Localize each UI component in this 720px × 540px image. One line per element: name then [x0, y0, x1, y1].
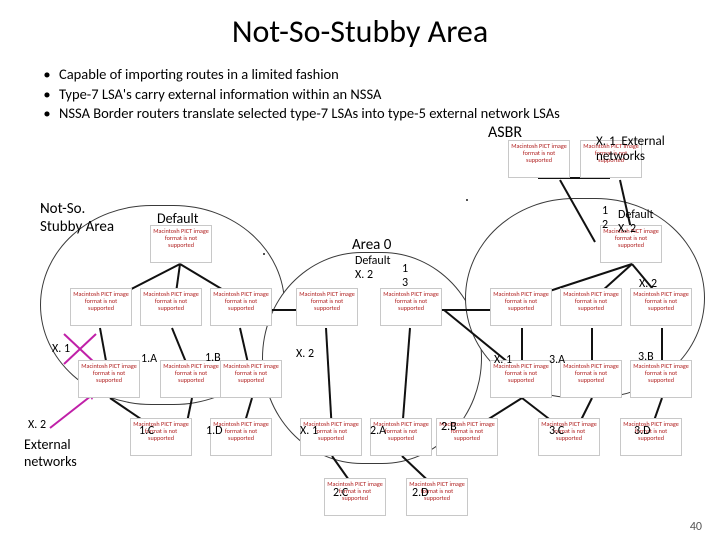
- label-2b: 2.B: [441, 420, 457, 434]
- image-placeholder: Macintosh PICT image format is not suppo…: [560, 288, 622, 326]
- label-x1-right: X. 1: [494, 353, 512, 367]
- label-external-left: External networks: [24, 436, 77, 470]
- bullet-list: •Capable of importing routes in a limite…: [35, 65, 560, 124]
- label-area0-sub: Default X. 2: [355, 254, 391, 282]
- image-placeholder: Macintosh PICT image format is not suppo…: [150, 225, 212, 263]
- image-placeholder: Macintosh PICT image format is not suppo…: [620, 418, 682, 456]
- label-2d: 2.D: [412, 486, 429, 500]
- image-placeholder: Macintosh PICT image format is not suppo…: [538, 418, 600, 456]
- image-placeholder: Macintosh PICT image format is not suppo…: [296, 288, 358, 326]
- label-3d: 3.D: [634, 424, 651, 438]
- image-placeholder: Macintosh PICT image format is not suppo…: [160, 360, 222, 398]
- bullet-2: Type-7 LSA's carry external information …: [59, 85, 381, 105]
- label-right-def: Default X. 2: [618, 208, 654, 236]
- label-1b: 1.B: [205, 351, 221, 365]
- label-x2-right: X. 2: [639, 277, 657, 291]
- image-placeholder: Macintosh PICT image format is not suppo…: [490, 288, 552, 326]
- page-title: Not-So-Stubby Area: [0, 12, 720, 51]
- label-external-top: X. 1 External networks: [596, 134, 665, 164]
- label-2c: 2.C: [333, 486, 348, 500]
- image-placeholder: Macintosh PICT image format is not suppo…: [140, 288, 202, 326]
- image-placeholder: Macintosh PICT image format is not suppo…: [380, 288, 442, 326]
- image-placeholder: Macintosh PICT image format is not suppo…: [210, 288, 272, 326]
- image-placeholder: Macintosh PICT image format is not suppo…: [630, 288, 692, 326]
- label-area0-13: 1 3: [402, 262, 408, 290]
- label-3c: 3.C: [549, 424, 564, 438]
- label-default-left: Default: [157, 210, 198, 227]
- label-2a: 2.A: [370, 424, 386, 438]
- label-asbr: ASBR: [488, 123, 522, 142]
- image-placeholder: Macintosh PICT image format is not suppo…: [508, 140, 570, 178]
- image-placeholder: Macintosh PICT image format is not suppo…: [630, 360, 692, 398]
- label-nssa: Not-So. Stubby Area: [40, 200, 114, 236]
- label-x2-leftlow: X. 2: [28, 418, 46, 432]
- image-placeholder: Macintosh PICT image format is not suppo…: [70, 288, 132, 326]
- image-placeholder: Macintosh PICT image format is not suppo…: [220, 360, 282, 398]
- label-x1-left: X. 1: [52, 342, 70, 356]
- label-area0: Area 0: [352, 236, 391, 254]
- slide-number: 40: [690, 520, 702, 534]
- label-right-12: 1 2: [602, 204, 608, 232]
- label-3a: 3.A: [549, 353, 565, 367]
- image-placeholder: Macintosh PICT image format is not suppo…: [78, 360, 140, 398]
- label-1d: 1.D: [206, 424, 223, 438]
- label-x2-center: X. 2: [296, 347, 314, 361]
- label-x1-center: X. 1: [300, 424, 318, 438]
- bullet-3: NSSA Border routers translate selected t…: [59, 104, 560, 124]
- label-3b: 3.B: [638, 350, 654, 364]
- bullet-1: Capable of importing routes in a limited…: [59, 65, 339, 85]
- label-1c: 1.C: [139, 424, 154, 438]
- label-1a: 1.A: [141, 352, 157, 366]
- image-placeholder: Macintosh PICT image format is not suppo…: [560, 360, 622, 398]
